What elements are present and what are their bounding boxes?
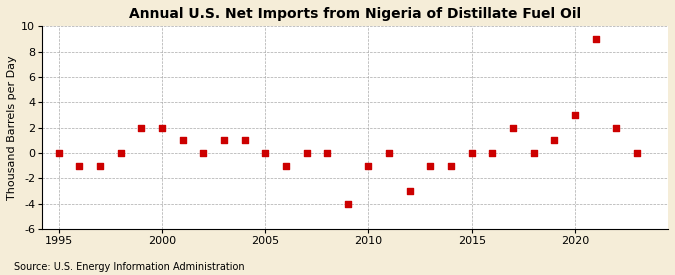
Point — [136, 125, 146, 130]
Point — [446, 164, 456, 168]
Point — [342, 202, 353, 206]
Point — [570, 113, 580, 117]
Point — [549, 138, 560, 142]
Point — [487, 151, 498, 155]
Y-axis label: Thousand Barrels per Day: Thousand Barrels per Day — [7, 55, 17, 200]
Title: Annual U.S. Net Imports from Nigeria of Distillate Fuel Oil: Annual U.S. Net Imports from Nigeria of … — [129, 7, 581, 21]
Point — [322, 151, 333, 155]
Point — [219, 138, 230, 142]
Point — [466, 151, 477, 155]
Point — [363, 164, 374, 168]
Point — [260, 151, 271, 155]
Point — [74, 164, 84, 168]
Point — [301, 151, 312, 155]
Point — [632, 151, 643, 155]
Point — [529, 151, 539, 155]
Point — [591, 37, 601, 41]
Point — [198, 151, 209, 155]
Point — [384, 151, 395, 155]
Text: Source: U.S. Energy Information Administration: Source: U.S. Energy Information Administ… — [14, 262, 244, 272]
Point — [425, 164, 436, 168]
Point — [53, 151, 64, 155]
Point — [239, 138, 250, 142]
Point — [611, 125, 622, 130]
Point — [115, 151, 126, 155]
Point — [95, 164, 105, 168]
Point — [157, 125, 167, 130]
Point — [404, 189, 415, 193]
Point — [280, 164, 291, 168]
Point — [177, 138, 188, 142]
Point — [508, 125, 518, 130]
